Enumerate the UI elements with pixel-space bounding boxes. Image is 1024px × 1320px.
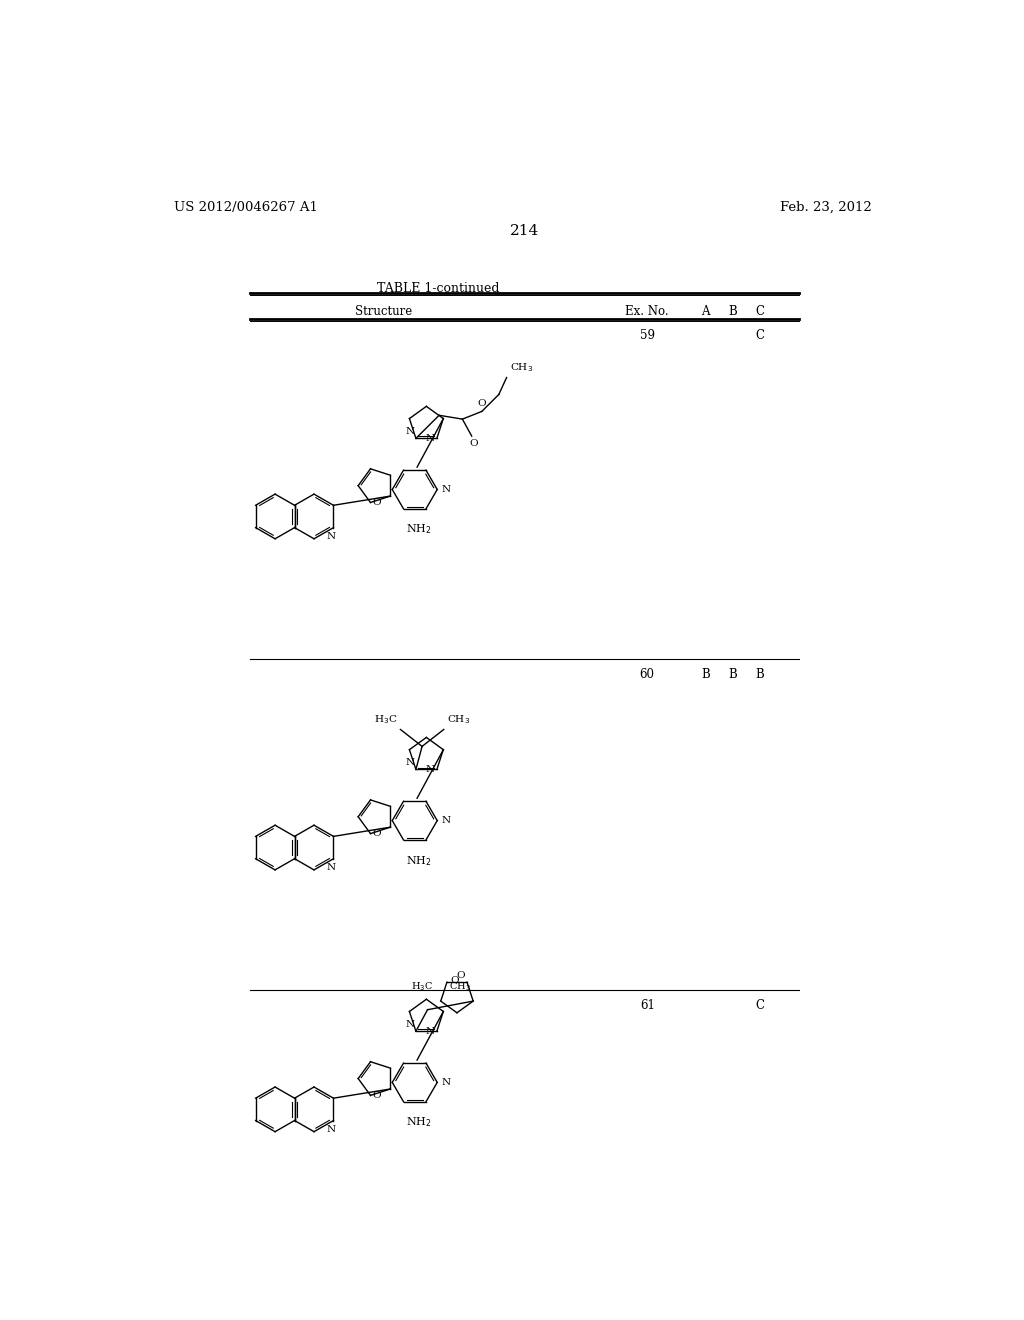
Text: NH$_2$: NH$_2$ [406,523,431,536]
Text: H$_3$C: H$_3$C [411,981,433,994]
Text: N: N [425,434,434,444]
Text: O: O [373,499,381,507]
Text: C: C [755,999,764,1012]
Text: N: N [425,1027,434,1036]
Text: N: N [441,484,451,494]
Text: Feb. 23, 2012: Feb. 23, 2012 [780,201,872,214]
Text: NH$_2$: NH$_2$ [406,1115,431,1130]
Text: Structure: Structure [355,305,413,318]
Text: 61: 61 [640,999,654,1012]
Text: US 2012/0046267 A1: US 2012/0046267 A1 [174,201,318,214]
Text: O: O [451,975,459,985]
Text: B: B [728,305,737,318]
Text: B: B [728,668,737,681]
Text: B: B [701,668,710,681]
Text: 60: 60 [640,668,654,681]
Text: N: N [425,766,434,774]
Text: A: A [701,305,710,318]
Text: O: O [373,829,381,838]
Text: O: O [373,1092,381,1101]
Text: H$_3$C: H$_3$C [374,714,397,726]
Text: N: N [327,863,336,871]
Text: CH$_3$: CH$_3$ [510,360,532,374]
Text: N: N [406,758,415,767]
Text: N: N [441,816,451,825]
Text: B: B [756,668,764,681]
Text: C: C [755,305,764,318]
Text: O: O [469,440,477,449]
Text: N: N [406,1020,415,1030]
Text: N: N [406,428,415,436]
Text: 214: 214 [510,224,540,238]
Text: NH$_2$: NH$_2$ [406,854,431,867]
Text: TABLE 1-continued: TABLE 1-continued [377,281,500,294]
Text: N: N [327,532,336,541]
Text: C: C [755,329,764,342]
Text: O: O [477,400,486,408]
Text: 59: 59 [640,329,654,342]
Text: N: N [441,1078,451,1086]
Text: CH$_3$: CH$_3$ [449,981,470,994]
Text: Ex. No.: Ex. No. [626,305,669,318]
Text: CH$_3$: CH$_3$ [446,714,470,726]
Text: N: N [327,1125,336,1134]
Text: O: O [457,970,466,979]
